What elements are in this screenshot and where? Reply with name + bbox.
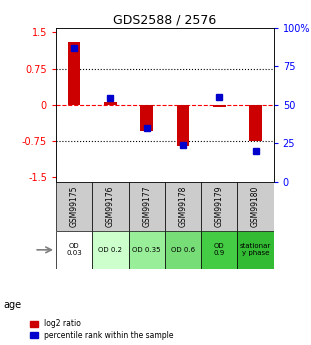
FancyBboxPatch shape xyxy=(92,181,128,230)
Bar xyxy=(68,42,81,105)
Bar xyxy=(177,105,189,146)
Text: GSM99175: GSM99175 xyxy=(70,185,79,227)
FancyBboxPatch shape xyxy=(92,230,128,269)
Text: OD
0.9: OD 0.9 xyxy=(214,243,225,256)
Bar xyxy=(213,105,225,107)
Text: GSM99179: GSM99179 xyxy=(215,185,224,227)
Text: GSM99177: GSM99177 xyxy=(142,185,151,227)
Title: GDS2588 / 2576: GDS2588 / 2576 xyxy=(113,13,216,27)
Text: OD
0.03: OD 0.03 xyxy=(66,243,82,256)
Text: GSM99176: GSM99176 xyxy=(106,185,115,227)
FancyBboxPatch shape xyxy=(56,230,92,269)
FancyBboxPatch shape xyxy=(128,181,165,230)
Text: OD 0.35: OD 0.35 xyxy=(132,247,161,253)
FancyBboxPatch shape xyxy=(237,181,274,230)
FancyBboxPatch shape xyxy=(237,230,274,269)
FancyBboxPatch shape xyxy=(56,181,92,230)
Text: GSM99180: GSM99180 xyxy=(251,185,260,227)
FancyBboxPatch shape xyxy=(128,230,165,269)
FancyBboxPatch shape xyxy=(201,230,237,269)
Bar xyxy=(104,102,117,105)
FancyBboxPatch shape xyxy=(165,230,201,269)
Text: OD 0.6: OD 0.6 xyxy=(171,247,195,253)
Bar xyxy=(249,105,262,141)
Text: OD 0.2: OD 0.2 xyxy=(98,247,123,253)
Legend: log2 ratio, percentile rank within the sample: log2 ratio, percentile rank within the s… xyxy=(29,318,175,341)
FancyBboxPatch shape xyxy=(165,181,201,230)
Text: GSM99178: GSM99178 xyxy=(179,185,188,227)
Text: stationar
y phase: stationar y phase xyxy=(240,243,271,256)
FancyBboxPatch shape xyxy=(201,181,237,230)
Text: age: age xyxy=(3,300,21,310)
Bar xyxy=(140,105,153,131)
